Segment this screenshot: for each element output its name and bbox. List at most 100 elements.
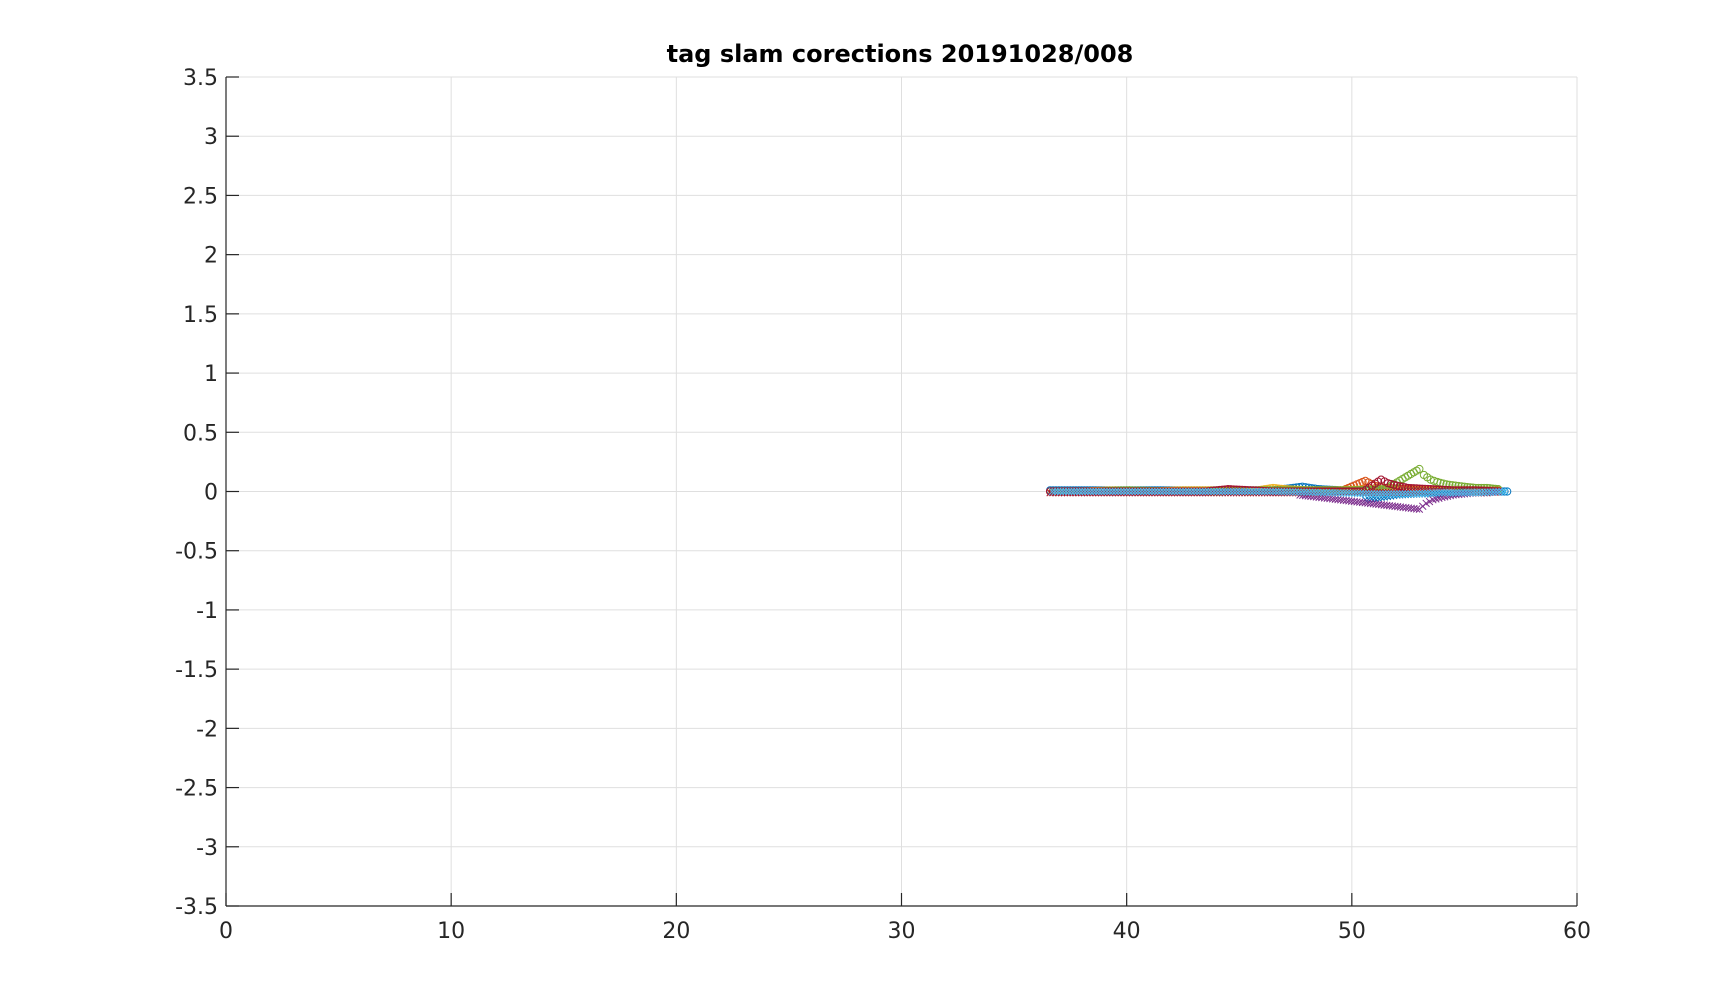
data-point-cross [1051,487,1059,496]
data-point-cross [1353,489,1362,498]
data-point-cross [1342,489,1350,497]
data-point-cross [1404,490,1412,498]
data-point-cross [1078,487,1087,496]
data-point-cross [1379,490,1387,498]
y-tick-label: 0.5 [183,421,218,446]
axes [225,76,1578,907]
data-point-cross [1286,488,1294,496]
y-tick-label: 2 [204,244,218,269]
x-tick-label: 20 [662,919,690,944]
data-point-cross [1089,487,1098,496]
data-point-cross [1048,487,1057,496]
data-point-circle [1389,480,1398,489]
data-points [1046,464,1512,514]
data-point-cross [1117,487,1125,496]
data-point-cross [1207,487,1215,496]
data-point-cross [1151,487,1159,496]
y-tick-labels: 3.5 3 2.5 2 1.5 1 0.5 0 -0.5 -1 -1.5 -2 -2.5 -3 -3.5 [175,66,218,920]
data-point-cross [1305,488,1314,497]
data-point-cross [1122,487,1131,496]
data-point-cross [1227,487,1235,496]
x-tick-label: 60 [1563,919,1591,944]
data-point-circle [1503,487,1512,496]
data-point-cross [1094,487,1103,496]
data-point-cross [1474,488,1483,497]
data-point-cross [1455,488,1463,497]
y-tick-label: -1 [196,599,218,624]
data-point-cross [1443,488,1452,497]
y-tick-label: 3 [204,125,218,150]
data-point-cross [1054,487,1062,496]
data-point-cross [1492,488,1500,496]
data-point-cross [1449,488,1457,497]
data-point-cross [1336,489,1345,497]
y-tick-label: -3.5 [175,895,218,920]
data-point-cross [1348,489,1356,498]
data-point-cross [1067,487,1076,496]
x-tick-labels: 0 10 20 30 40 50 60 [219,919,1591,944]
data-point-cross [1317,488,1325,497]
data-point-cross [1198,487,1207,496]
data-point-cross [1182,487,1190,496]
data-point-cross [1435,489,1443,497]
data-point-cross [1064,487,1073,496]
data-point-cross [1086,487,1095,496]
data-point-cross [1128,487,1137,496]
data-point-cross [1395,490,1404,498]
data-point-cross [1255,487,1263,496]
data-point-cross [1212,487,1221,496]
data-point-cross [1145,487,1153,496]
data-point-cross [1471,488,1480,497]
data-point-cross [1331,489,1339,497]
data-point-cross [1238,487,1246,496]
y-tick-label: 1 [204,362,218,387]
data-point-cross [1190,487,1198,496]
data-point-circle [1415,464,1424,474]
data-point-cross [1136,487,1145,496]
data-point-cross [1210,487,1218,496]
data-point-cross [1269,487,1277,496]
y-tick-label: -1.5 [175,658,218,683]
data-point-cross [1407,490,1415,498]
data-point-cross [1415,489,1424,498]
data-point-cross [1114,487,1122,496]
y-tick-label: -2.5 [175,777,218,802]
data-point-cross [1153,487,1162,496]
data-point-cross [1376,490,1384,498]
data-point-cross [1258,487,1266,496]
data-point-cross [1370,490,1379,498]
data-point-cross [1463,488,1471,497]
data-point-cross [1429,496,1437,504]
data-point-cross [1111,487,1120,496]
data-point-cross [1440,488,1449,497]
data-point-cross [1159,487,1168,496]
data-point-cross [1272,487,1280,496]
y-tick-label: 0 [204,481,218,506]
data-point-cross [1483,488,1492,496]
data-point-cross [1179,487,1187,496]
data-point-cross [1243,487,1252,496]
data-point-cross [1322,488,1331,497]
data-point-cross [1387,490,1395,498]
data-point-cross [1176,487,1184,496]
data-point-cross [1131,487,1139,496]
data-point-cross [1418,489,1426,498]
data-point-cross [1070,487,1078,496]
data-point-cross [1134,487,1142,496]
data-point-cross [1046,488,1054,497]
data-point-cross [1097,487,1106,496]
data-point-cross [1201,487,1210,496]
data-point-cross [1148,487,1156,496]
data-point-cross [1260,487,1269,496]
data-point-cross [1446,488,1455,497]
data-point-cross [1075,487,1084,496]
data-point-cross [1229,487,1238,496]
data-point-cross [1443,492,1452,500]
data-point-cross [1241,487,1249,496]
x-tick-label: 50 [1338,919,1366,944]
data-point-cross [1432,489,1441,497]
data-point-cross [1249,487,1258,496]
data-point-cross [1274,487,1283,496]
